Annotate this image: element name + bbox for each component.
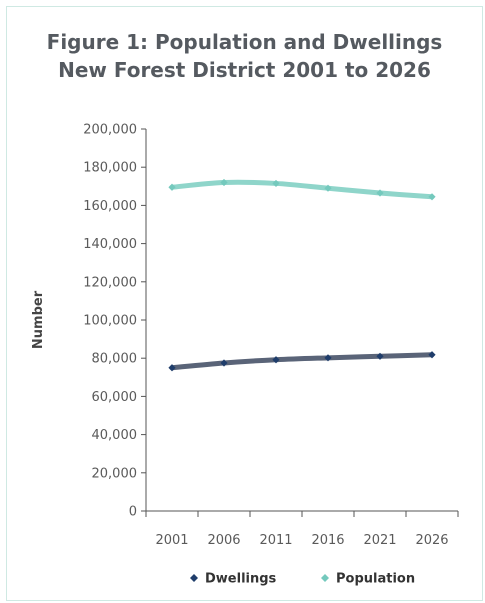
y-tick-label: 80,000: [92, 352, 138, 367]
data-point-population: [168, 183, 176, 191]
chart-title: Figure 1: Population and Dwellings New F…: [6, 28, 483, 84]
y-tick-label: 120,000: [83, 275, 137, 290]
series-line-dwellings: [169, 352, 435, 371]
y-tick-label: 180,000: [83, 161, 137, 176]
chart-frame: [6, 6, 483, 601]
x-tick-label: 2001: [155, 533, 188, 548]
data-point-population: [220, 178, 228, 187]
y-tick-label: 160,000: [83, 199, 137, 214]
x-axis-ticks: 2001 2006 2011 2016 2021 2026: [145, 511, 459, 548]
y-tick-label: 60,000: [92, 390, 138, 405]
chart-legend: Dwellings Population: [190, 572, 415, 587]
y-tick-label: 20,000: [92, 466, 138, 481]
x-tick-label: 2006: [207, 533, 240, 548]
legend-marker-population: [321, 574, 329, 582]
legend-label-population: Population: [336, 572, 415, 587]
y-tick-label: 200,000: [83, 123, 137, 138]
data-point-population: [324, 184, 332, 192]
x-tick-label: 2011: [259, 533, 292, 548]
data-point-dwellings: [428, 351, 436, 359]
data-point-dwellings: [168, 364, 176, 372]
chart-title-line1: Figure 1: Population and Dwellings: [46, 30, 443, 54]
x-tick-label: 2021: [363, 533, 396, 548]
legend-marker-dwellings: [190, 574, 198, 582]
y-tick-label: 0: [129, 505, 137, 520]
chart-title-line2: New Forest District 2001 to 2026: [58, 58, 431, 82]
data-point-population: [428, 193, 436, 201]
y-tick-label: 100,000: [83, 314, 137, 329]
y-axis-ticks: 0 20,000 40,000 60,000 80,000 100,000 120,000 1…: [83, 123, 146, 520]
y-tick-label: 40,000: [92, 428, 138, 443]
legend-label-dwellings: Dwellings: [205, 572, 277, 587]
data-point-population: [272, 179, 280, 188]
y-axis-label: Number: [31, 290, 46, 349]
data-point-dwellings: [220, 359, 228, 367]
data-point-dwellings: [376, 352, 384, 360]
series-line-population: [169, 179, 435, 200]
data-point-dwellings: [324, 354, 332, 362]
x-tick-label: 2026: [415, 533, 448, 548]
y-tick-label: 140,000: [83, 237, 137, 252]
data-point-dwellings: [272, 356, 280, 364]
chart-series: [168, 178, 436, 372]
data-point-population: [376, 189, 384, 197]
x-tick-label: 2016: [311, 533, 344, 548]
